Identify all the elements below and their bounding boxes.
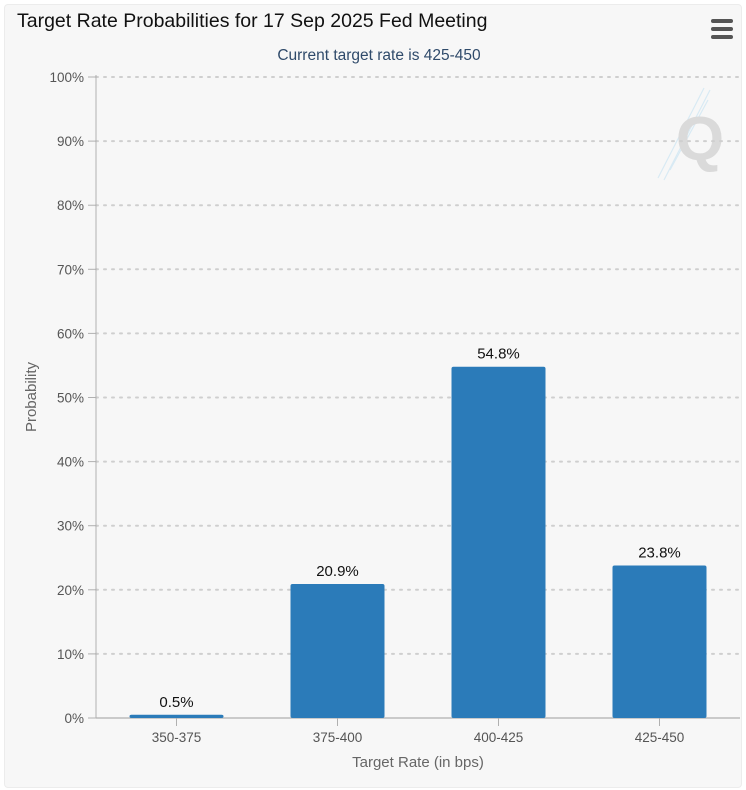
data-label-425-450: 23.8% bbox=[638, 544, 681, 561]
y-tick-label: 90% bbox=[57, 134, 84, 149]
bar-425-450[interactable] bbox=[612, 565, 707, 718]
y-tick-label: 80% bbox=[57, 198, 84, 213]
bar-400-425[interactable] bbox=[451, 366, 546, 718]
y-tick-label: 20% bbox=[57, 583, 84, 598]
y-axis-label: Probability bbox=[23, 361, 40, 432]
data-label-375-400: 20.9% bbox=[316, 563, 359, 580]
x-tick-label: 375-400 bbox=[313, 730, 363, 745]
chart-subtitle: Current target rate is 425-450 bbox=[277, 47, 481, 64]
x-axis-ticks: 350-375 375-400 400-425 425-450 bbox=[152, 718, 685, 745]
bars-group: 0.5% 20.9% 54.8% 23.8% bbox=[129, 346, 707, 718]
y-tick-label: 70% bbox=[57, 262, 84, 277]
chart-title: Target Rate Probabilities for 17 Sep 202… bbox=[17, 10, 488, 32]
x-tick-label: 400-425 bbox=[474, 730, 524, 745]
y-tick-label: 60% bbox=[57, 326, 84, 341]
x-tick-label: 350-375 bbox=[152, 730, 202, 745]
y-tick-label: 0% bbox=[64, 711, 84, 726]
bar-375-400[interactable] bbox=[290, 584, 385, 718]
svg-text:Q: Q bbox=[676, 105, 724, 174]
data-label-400-425: 54.8% bbox=[477, 346, 520, 363]
y-tick-label: 10% bbox=[57, 647, 84, 662]
y-tick-label: 50% bbox=[57, 391, 84, 406]
y-axis-ticks: 0% 10% 20% 30% 40% 50% 60% 70% 80% 90% 100% bbox=[49, 70, 96, 726]
y-tick-label: 100% bbox=[49, 70, 84, 85]
y-tick-label: 40% bbox=[57, 455, 84, 470]
data-label-350-375: 0.5% bbox=[159, 694, 193, 711]
x-tick-label: 425-450 bbox=[635, 730, 685, 745]
hamburger-menu-icon[interactable] bbox=[709, 17, 735, 41]
y-tick-label: 30% bbox=[57, 519, 84, 534]
bar-350-375[interactable] bbox=[129, 714, 224, 718]
x-axis-label: Target Rate (in bps) bbox=[352, 754, 484, 771]
q-logo-icon: Q bbox=[657, 87, 724, 181]
